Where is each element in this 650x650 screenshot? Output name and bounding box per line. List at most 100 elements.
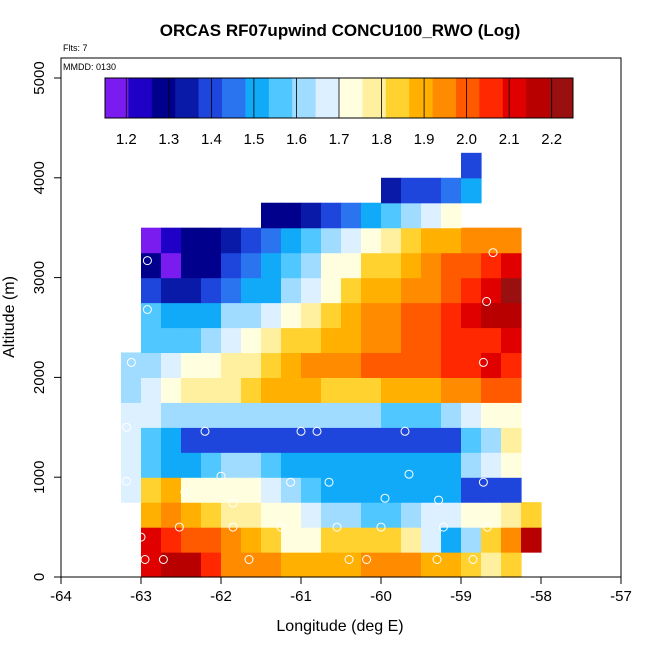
colorbar-tick-label: 1.7 [329,131,350,148]
x-tick-label: -63 [130,588,152,605]
heatmap-cell [181,302,202,329]
heatmap-cell [361,302,382,329]
sample-point [488,248,498,258]
y-tick-label: 0 [31,573,48,581]
heatmap-cell [401,552,422,578]
heatmap-cell [341,477,362,503]
heatmap-cell [441,227,462,254]
heatmap-cell [321,252,342,279]
sample-point [478,357,488,367]
sample-point [380,493,390,503]
heatmap-cell [161,377,182,403]
heatmap-cell [421,552,442,578]
heatmap-cell [381,352,402,378]
heatmap-cell [441,527,462,553]
heatmap-cell [381,502,402,528]
sample-point [140,555,150,564]
colorbar-segment [362,78,387,118]
heatmap-cell [381,377,402,403]
x-tick-label: -57 [610,588,632,605]
heatmap-cell [361,402,382,428]
heatmap-cell [261,452,282,478]
sample-point [332,522,342,532]
heatmap-cell [281,427,302,453]
heatmap-cell [321,277,342,304]
sample-point [482,297,492,306]
heatmap-cell [241,227,262,254]
heatmap-cell [221,377,242,403]
heatmap-cell [221,477,242,503]
colorbar-tick-label: 1.5 [243,131,264,148]
sample-point [344,555,354,564]
heatmap-cell [381,452,402,478]
heatmap-cell [401,477,422,503]
heatmap-cell [161,327,182,354]
heatmap-cell [161,477,182,503]
x-tick-label: -64 [50,588,72,605]
heatmap-cell [281,552,302,578]
sample-point [276,522,286,532]
heatmap-cell [161,427,182,453]
colorbar-tick-label: 1.8 [371,131,392,148]
heatmap-cell [221,427,242,453]
heatmap-cell [341,352,362,378]
heatmap-cell [481,427,502,453]
colorbar-segment [198,78,223,118]
colorbar-segment [245,78,270,118]
heatmap-cell [341,202,362,229]
heatmap-cell [321,452,342,478]
heatmap-cell [421,502,442,528]
heatmap-cell [281,252,302,279]
sample-point [376,522,386,532]
heatmap-cell [241,352,262,378]
sample-point [122,476,132,486]
sample-point [216,471,226,481]
heatmap-cell [521,502,542,528]
heatmap-cell [361,277,382,304]
heatmap-cell [481,277,502,304]
heatmap-cell [121,477,142,503]
heatmap-cell [241,502,262,528]
heatmap-cell [381,477,402,503]
heatmap-cell [361,202,382,229]
colorbar-segment [175,78,200,118]
heatmap-cell [481,302,502,329]
heatmap-cell [301,277,322,304]
heatmap-cell [441,452,462,478]
heatmap-cell [261,402,282,428]
heatmap-cell [161,502,182,528]
sample-point [130,509,140,519]
heatmap-cell [461,252,482,279]
heatmap-cell [401,502,422,528]
heatmap-cell [501,352,522,378]
colorbar-tick-label: 1.3 [158,131,179,148]
y-tick-label: 5000 [31,61,48,94]
heatmap-cell [341,427,362,453]
heatmap-cells [121,152,542,578]
heatmap-cell [501,477,522,503]
heatmap-cell [361,252,382,279]
heatmap-cell [201,502,222,528]
sample-point [438,522,448,532]
heatmap-cell [421,352,442,378]
heatmap-cell [461,327,482,354]
heatmap-cell [401,352,422,378]
heatmap-cell [141,352,162,378]
heatmap-cell [201,527,222,553]
heatmap-cell [481,452,502,478]
y-tick-label: 1000 [31,461,48,494]
heatmap-cell [141,227,162,254]
colorbar-tick-label: 2.1 [499,131,520,148]
heatmap-cell [321,402,342,428]
heatmap-cell [501,552,522,578]
heatmap-cell [241,302,262,329]
heatmap-cell [461,352,482,378]
heatmap-cell [421,252,442,279]
sample-point [434,495,444,505]
heatmap-cell [381,402,402,428]
heatmap-cell [441,302,462,329]
sample-point [312,426,322,436]
heatmap-cell [141,302,162,329]
colorbar: 1.2 1.3 1.4 1.5 1.6 1.7 1.8 1.9 2.0 2.1 2.2 [104,77,574,148]
